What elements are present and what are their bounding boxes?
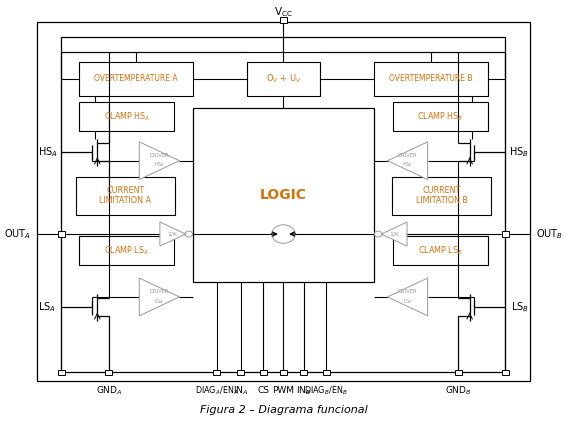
Circle shape	[272, 225, 295, 243]
Text: CURRENT: CURRENT	[422, 186, 460, 195]
Text: CS: CS	[257, 386, 269, 395]
Text: OVERTEMPERATURE A: OVERTEMPERATURE A	[94, 74, 177, 84]
Polygon shape	[387, 142, 428, 179]
Text: 1/K: 1/K	[168, 232, 178, 237]
Text: LOGIC: LOGIC	[260, 188, 307, 202]
Text: HS$_A$: HS$_A$	[154, 160, 165, 169]
Text: LS$_B$: LS$_B$	[403, 297, 413, 306]
Text: DIAG$_A$/EN$_A$: DIAG$_A$/EN$_A$	[195, 384, 239, 397]
Text: DRIVER: DRIVER	[150, 289, 169, 295]
Bar	[37, 22, 530, 381]
Bar	[58, 370, 65, 375]
Text: GND$_A$: GND$_A$	[96, 384, 122, 397]
Polygon shape	[139, 142, 179, 179]
Bar	[213, 370, 220, 375]
Text: CURRENT: CURRENT	[106, 186, 145, 195]
Text: V$_{\rm CC}$: V$_{\rm CC}$	[274, 5, 293, 19]
Text: LS$_B$: LS$_B$	[510, 300, 528, 314]
Bar	[79, 102, 174, 131]
Bar	[76, 178, 175, 215]
Circle shape	[374, 231, 382, 237]
Text: CLAMP HS$_A$: CLAMP HS$_A$	[104, 111, 150, 123]
Text: LS$_A$: LS$_A$	[154, 297, 164, 306]
Circle shape	[185, 231, 193, 237]
Bar	[193, 108, 374, 282]
Text: LIMITATION B: LIMITATION B	[416, 196, 468, 205]
Text: CLAMP LS$_B$: CLAMP LS$_B$	[418, 245, 463, 257]
Text: OVERTEMPERATURE B: OVERTEMPERATURE B	[390, 74, 473, 84]
Text: DRIVER: DRIVER	[150, 153, 169, 158]
Text: DRIVER: DRIVER	[398, 289, 417, 295]
Text: CLAMP HS$_B$: CLAMP HS$_B$	[417, 111, 463, 123]
Bar	[247, 62, 320, 96]
Bar	[79, 236, 174, 265]
Text: O$_V$ + U$_V$: O$_V$ + U$_V$	[265, 73, 302, 85]
Text: HS$_A$: HS$_A$	[39, 146, 58, 159]
Bar	[105, 370, 112, 375]
Bar	[392, 102, 488, 131]
Text: Figura 2 – Diagrama funcional: Figura 2 – Diagrama funcional	[200, 405, 367, 415]
Text: PWM: PWM	[273, 386, 294, 395]
Polygon shape	[160, 222, 185, 246]
Text: 1/K: 1/K	[389, 232, 399, 237]
Bar	[260, 370, 266, 375]
Text: OUT$_A$: OUT$_A$	[4, 227, 31, 241]
Text: CLAMP LS$_A$: CLAMP LS$_A$	[104, 245, 149, 257]
Bar	[280, 370, 287, 375]
Bar	[301, 370, 307, 375]
Bar	[502, 370, 509, 375]
Text: GND$_B$: GND$_B$	[445, 384, 471, 397]
Bar	[58, 231, 65, 237]
Bar	[61, 37, 505, 372]
Bar	[392, 178, 491, 215]
Text: DIAG$_B$/EN$_B$: DIAG$_B$/EN$_B$	[304, 384, 348, 397]
Text: IN$_A$: IN$_A$	[233, 384, 248, 397]
Bar	[392, 236, 488, 265]
Text: LIMITATION A: LIMITATION A	[99, 196, 151, 205]
Bar	[374, 62, 488, 96]
Text: DRIVER: DRIVER	[398, 153, 417, 158]
Polygon shape	[387, 278, 428, 316]
Bar	[455, 370, 462, 375]
Bar	[502, 231, 509, 237]
Text: HS$_B$: HS$_B$	[402, 160, 413, 169]
Text: HS$_B$: HS$_B$	[509, 146, 528, 159]
Polygon shape	[382, 222, 407, 246]
Bar	[280, 17, 287, 23]
Bar	[323, 370, 330, 375]
Bar	[237, 370, 244, 375]
Polygon shape	[139, 278, 179, 316]
Text: IN$_B$: IN$_B$	[296, 384, 311, 397]
Bar	[79, 62, 193, 96]
Text: OUT$_B$: OUT$_B$	[536, 227, 563, 241]
Text: LS$_A$: LS$_A$	[39, 300, 56, 314]
